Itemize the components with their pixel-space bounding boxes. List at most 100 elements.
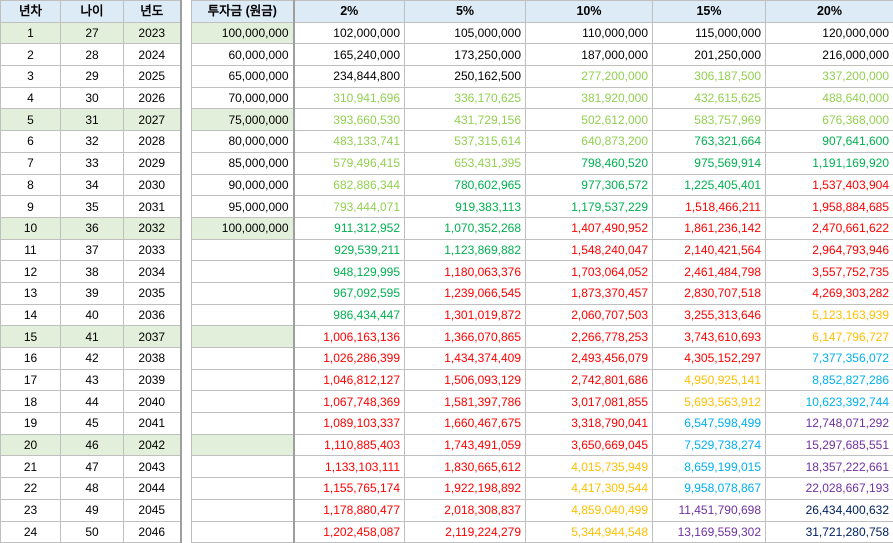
cell-year-no[interactable]: 15	[1, 326, 61, 348]
cell-value[interactable]: 502,612,000	[526, 109, 653, 131]
cell-value[interactable]: 1,178,880,477	[294, 499, 405, 521]
cell-year[interactable]: 2034	[124, 261, 181, 283]
cell-investment[interactable]: 100,000,000	[192, 217, 294, 239]
cell-value[interactable]: 5,693,563,912	[653, 391, 766, 413]
cell-investment[interactable]	[192, 348, 294, 370]
cell-value[interactable]: 337,200,000	[766, 66, 893, 88]
cell-year-no[interactable]: 11	[1, 239, 61, 261]
cell-year[interactable]: 2032	[124, 217, 181, 239]
cell-value[interactable]: 5,123,163,939	[766, 304, 893, 326]
cell-value[interactable]: 1,026,286,399	[294, 348, 405, 370]
cell-year[interactable]: 2042	[124, 434, 181, 456]
header-investment[interactable]: 투자금 (원금)	[192, 1, 294, 23]
cell-value[interactable]: 3,318,790,041	[526, 413, 653, 435]
cell-value[interactable]: 1,922,198,892	[405, 478, 526, 500]
cell-value[interactable]: 4,859,040,499	[526, 499, 653, 521]
cell-age[interactable]: 37	[61, 239, 124, 261]
cell-value[interactable]: 12,748,071,292	[766, 413, 893, 435]
cell-year-no[interactable]: 2	[1, 44, 61, 66]
cell-year[interactable]: 2027	[124, 109, 181, 131]
cell-value[interactable]: 2,742,801,686	[526, 369, 653, 391]
cell-year[interactable]: 2029	[124, 152, 181, 174]
cell-value[interactable]: 1,239,066,545	[405, 282, 526, 304]
cell-value[interactable]: 3,557,752,735	[766, 261, 893, 283]
cell-year[interactable]: 2023	[124, 22, 181, 44]
cell-value[interactable]: 1,366,070,865	[405, 326, 526, 348]
cell-year[interactable]: 2031	[124, 196, 181, 218]
cell-value[interactable]: 4,417,309,544	[526, 478, 653, 500]
cell-investment[interactable]: 100,000,000	[192, 22, 294, 44]
cell-value[interactable]: 9,958,078,867	[653, 478, 766, 500]
cell-investment[interactable]	[192, 391, 294, 413]
cell-value[interactable]: 1,301,019,872	[405, 304, 526, 326]
cell-investment[interactable]: 85,000,000	[192, 152, 294, 174]
cell-investment[interactable]	[192, 239, 294, 261]
header-rate-15[interactable]: 15%	[653, 1, 766, 23]
cell-investment[interactable]: 90,000,000	[192, 174, 294, 196]
cell-value[interactable]: 3,743,610,693	[653, 326, 766, 348]
cell-value[interactable]: 1,506,093,129	[405, 369, 526, 391]
cell-age[interactable]: 45	[61, 413, 124, 435]
cell-value[interactable]: 120,000,000	[766, 22, 893, 44]
cell-investment[interactable]: 65,000,000	[192, 66, 294, 88]
cell-value[interactable]: 653,431,395	[405, 152, 526, 174]
cell-investment[interactable]: 95,000,000	[192, 196, 294, 218]
cell-value[interactable]: 579,496,415	[294, 152, 405, 174]
cell-value[interactable]: 907,641,600	[766, 131, 893, 153]
cell-year-no[interactable]: 21	[1, 456, 61, 478]
cell-value[interactable]: 234,844,800	[294, 66, 405, 88]
cell-value[interactable]: 1,046,812,127	[294, 369, 405, 391]
cell-investment[interactable]: 60,000,000	[192, 44, 294, 66]
cell-age[interactable]: 48	[61, 478, 124, 500]
cell-age[interactable]: 27	[61, 22, 124, 44]
cell-age[interactable]: 40	[61, 304, 124, 326]
cell-value[interactable]: 977,306,572	[526, 174, 653, 196]
cell-value[interactable]: 986,434,447	[294, 304, 405, 326]
cell-value[interactable]: 2,470,661,622	[766, 217, 893, 239]
cell-age[interactable]: 28	[61, 44, 124, 66]
cell-value[interactable]: 393,660,530	[294, 109, 405, 131]
cell-value[interactable]: 336,170,625	[405, 87, 526, 109]
cell-year[interactable]: 2028	[124, 131, 181, 153]
cell-age[interactable]: 46	[61, 434, 124, 456]
cell-value[interactable]: 13,169,559,302	[653, 521, 766, 543]
cell-value[interactable]: 1,703,064,052	[526, 261, 653, 283]
header-rate-20[interactable]: 20%	[766, 1, 893, 23]
cell-value[interactable]: 1,434,374,409	[405, 348, 526, 370]
cell-year-no[interactable]: 14	[1, 304, 61, 326]
cell-age[interactable]: 38	[61, 261, 124, 283]
cell-age[interactable]: 31	[61, 109, 124, 131]
cell-value[interactable]: 31,721,280,758	[766, 521, 893, 543]
cell-value[interactable]: 1,873,370,457	[526, 282, 653, 304]
cell-year[interactable]: 2036	[124, 304, 181, 326]
cell-year-no[interactable]: 10	[1, 217, 61, 239]
cell-investment[interactable]	[192, 499, 294, 521]
cell-value[interactable]: 4,305,152,297	[653, 348, 766, 370]
cell-value[interactable]: 2,119,224,279	[405, 521, 526, 543]
cell-value[interactable]: 1,089,103,337	[294, 413, 405, 435]
cell-year[interactable]: 2040	[124, 391, 181, 413]
cell-value[interactable]: 1,407,490,952	[526, 217, 653, 239]
cell-value[interactable]: 1,830,665,612	[405, 456, 526, 478]
cell-age[interactable]: 36	[61, 217, 124, 239]
cell-value[interactable]: 1,548,240,047	[526, 239, 653, 261]
cell-value[interactable]: 105,000,000	[405, 22, 526, 44]
cell-value[interactable]: 4,015,735,949	[526, 456, 653, 478]
cell-year[interactable]: 2044	[124, 478, 181, 500]
header-year[interactable]: 년도	[124, 1, 181, 23]
cell-year-no[interactable]: 20	[1, 434, 61, 456]
cell-value[interactable]: 1,518,466,211	[653, 196, 766, 218]
cell-year[interactable]: 2045	[124, 499, 181, 521]
cell-age[interactable]: 50	[61, 521, 124, 543]
header-age[interactable]: 나이	[61, 1, 124, 23]
cell-investment[interactable]: 80,000,000	[192, 131, 294, 153]
cell-value[interactable]: 10,623,392,744	[766, 391, 893, 413]
cell-year-no[interactable]: 7	[1, 152, 61, 174]
cell-value[interactable]: 919,383,113	[405, 196, 526, 218]
cell-year[interactable]: 2038	[124, 348, 181, 370]
cell-year-no[interactable]: 1	[1, 22, 61, 44]
cell-investment[interactable]: 70,000,000	[192, 87, 294, 109]
cell-investment[interactable]	[192, 261, 294, 283]
cell-value[interactable]: 4,269,303,282	[766, 282, 893, 304]
cell-year-no[interactable]: 8	[1, 174, 61, 196]
